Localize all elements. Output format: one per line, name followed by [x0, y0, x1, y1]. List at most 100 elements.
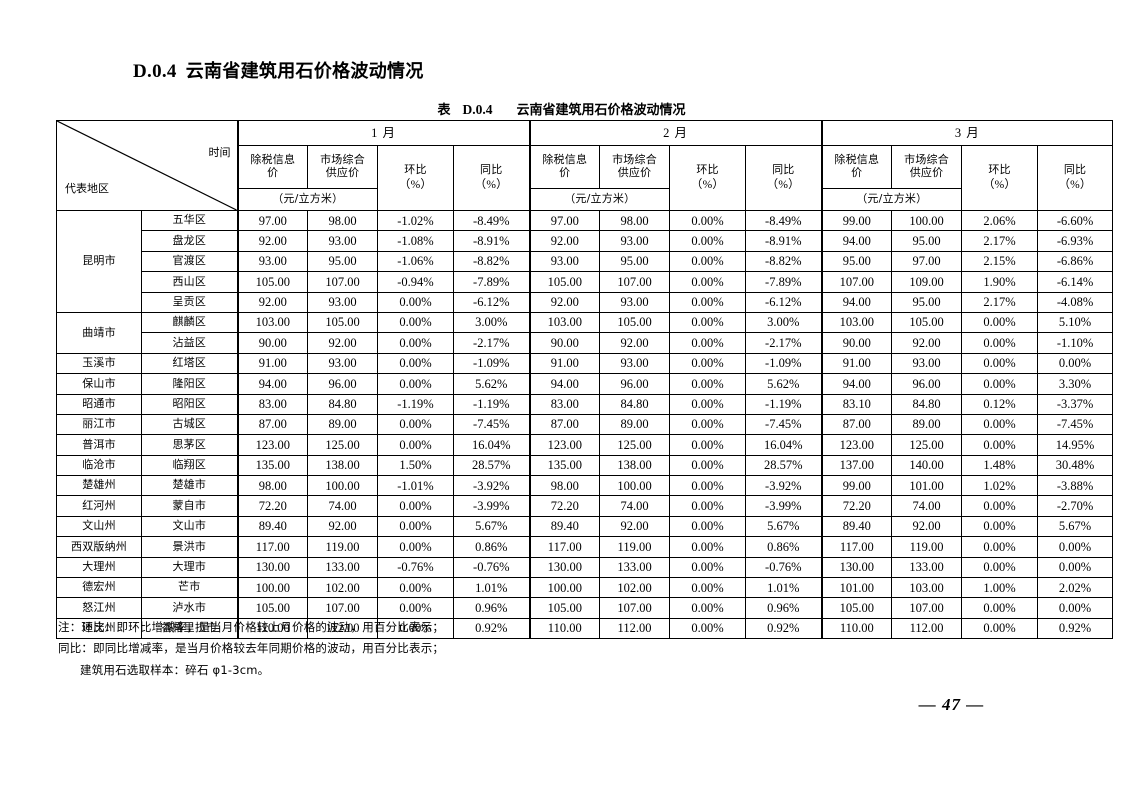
cell-m3-mom: 1.00% — [961, 577, 1039, 599]
cell-m3-yoy: -2.70% — [1037, 495, 1114, 517]
cell-district: 呈贡区 — [141, 291, 238, 313]
cell-district: 隆阳区 — [141, 373, 238, 395]
cell-m1-tax-excl-price: 87.00 — [236, 413, 308, 436]
cell-m1-market-supply-price: 105.00 — [307, 311, 378, 334]
cell-m2-yoy: 0.96% — [745, 597, 823, 619]
cell-m2-mom: 0.00% — [669, 230, 747, 252]
cell-m3-yoy: 0.00% — [1037, 556, 1114, 579]
table-row: 文山州 文山市 89.40 92.00 0.00% 5.67% 89.40 92.00 0.00… — [56, 515, 1114, 538]
cell-m2-mom: 0.00% — [669, 617, 747, 640]
cell-m1-market-supply-price: 84.80 — [307, 393, 378, 415]
cell-m3-market-supply-price: 89.00 — [891, 413, 963, 436]
col-header-market-supply-price-m1: 市场综合 供应价 — [307, 145, 378, 189]
cell-m3-market-supply-price: 140.00 — [891, 454, 963, 477]
cell-m1-market-supply-price: 92.00 — [307, 332, 378, 354]
cell-m1-tax-excl-price: 123.00 — [236, 434, 308, 456]
col-header-tax-excl-price-m2: 除税信息价 — [528, 145, 601, 189]
cell-m3-mom: 0.12% — [961, 393, 1039, 415]
cell-m1-tax-excl-price: 90.00 — [236, 332, 308, 354]
cell-m3-yoy: 0.00% — [1037, 597, 1114, 619]
section-title: 云南省建筑用石价格波动情况 — [185, 61, 424, 82]
cell-m2-market-supply-price: 93.00 — [599, 230, 671, 252]
cell-m1-yoy: -3.99% — [452, 495, 531, 517]
section-heading: D.0.4 云南省建筑用石价格波动情况 — [133, 57, 424, 83]
col-header-yoy-m2: 同比 （%） — [745, 145, 823, 211]
cell-m2-tax-excl-price: 92.00 — [528, 291, 601, 313]
cell-m3-market-supply-price: 133.00 — [891, 556, 963, 579]
cell-m1-yoy: -1.19% — [452, 393, 531, 415]
cell-m2-tax-excl-price: 83.00 — [528, 393, 601, 415]
table-row: 普洱市 思茅区 123.00 125.00 0.00% 16.04% 123.00 125.0… — [56, 434, 1114, 456]
cell-m3-tax-excl-price: 99.00 — [820, 209, 893, 232]
cell-district: 沾益区 — [141, 332, 238, 354]
cell-m3-mom: 2.17% — [961, 291, 1039, 313]
cell-m3-tax-excl-price: 94.00 — [820, 373, 893, 395]
cell-m3-yoy: 5.67% — [1037, 515, 1114, 538]
cell-m1-tax-excl-price: 94.00 — [236, 373, 308, 395]
cell-m3-mom: 0.00% — [961, 617, 1039, 640]
cell-m2-market-supply-price: 125.00 — [599, 434, 671, 456]
cell-m2-market-supply-price: 102.00 — [599, 577, 671, 599]
cell-m1-mom: 0.00% — [377, 515, 454, 538]
cell-district: 大理市 — [141, 556, 238, 579]
cell-district: 官渡区 — [141, 250, 238, 273]
cell-m2-yoy: -7.89% — [745, 271, 823, 293]
cell-m2-yoy: -0.76% — [745, 556, 823, 579]
cell-m3-tax-excl-price: 105.00 — [820, 597, 893, 619]
cell-m1-market-supply-price: 112.00 — [307, 617, 378, 640]
cell-m3-market-supply-price: 95.00 — [891, 291, 963, 313]
cell-region: 曲靖市 — [56, 311, 142, 354]
cell-m2-tax-excl-price: 90.00 — [528, 332, 601, 354]
cell-m1-market-supply-price: 125.00 — [307, 434, 378, 456]
cell-m2-yoy: 3.00% — [745, 311, 823, 334]
cell-m2-yoy: 16.04% — [745, 434, 823, 456]
cell-m1-tax-excl-price: 103.00 — [236, 311, 308, 334]
cell-m1-market-supply-price: 107.00 — [307, 597, 378, 619]
cell-district: 临翔区 — [141, 454, 238, 477]
cell-m2-yoy: -8.91% — [745, 230, 823, 252]
cell-m1-yoy: 3.00% — [452, 311, 531, 334]
cell-m2-yoy: -6.12% — [745, 291, 823, 313]
cell-m2-mom: 0.00% — [669, 515, 747, 538]
cell-m1-mom: -0.76% — [377, 556, 454, 579]
cell-m1-market-supply-price: 133.00 — [307, 556, 378, 579]
cell-m2-tax-excl-price: 98.00 — [528, 475, 601, 497]
cell-m2-mom: 0.00% — [669, 413, 747, 436]
cell-region: 红河州 — [56, 495, 142, 517]
cell-m3-mom: 0.00% — [961, 556, 1039, 579]
month-group-header-3: 3 月 — [820, 120, 1114, 146]
cell-m2-tax-excl-price: 93.00 — [528, 250, 601, 273]
cell-m2-mom: 0.00% — [669, 454, 747, 477]
table-body: 昆明市 五华区 97.00 98.00 -1.02% -8.49% 97.00 98.00 0.… — [56, 209, 1114, 640]
cell-m3-tax-excl-price: 101.00 — [820, 577, 893, 599]
cell-m3-tax-excl-price: 117.00 — [820, 536, 893, 558]
cell-m1-market-supply-price: 102.00 — [307, 577, 378, 599]
cell-m3-market-supply-price: 92.00 — [891, 332, 963, 354]
cell-district: 景洪市 — [141, 536, 238, 558]
table-row: 红河州 蒙自市 72.20 74.00 0.00% -3.99% 72.20 74.00 0.0… — [56, 495, 1114, 517]
cell-m1-mom: -1.19% — [377, 393, 454, 415]
cell-m3-yoy: -4.08% — [1037, 291, 1114, 313]
cell-m3-tax-excl-price: 89.40 — [820, 515, 893, 538]
cell-m2-market-supply-price: 133.00 — [599, 556, 671, 579]
cell-m2-market-supply-price: 96.00 — [599, 373, 671, 395]
cell-m2-yoy: -2.17% — [745, 332, 823, 354]
cell-district: 楚雄市 — [141, 475, 238, 497]
cell-m2-tax-excl-price: 100.00 — [528, 577, 601, 599]
cell-district: 香格里拉市 — [141, 617, 238, 640]
cell-district: 蒙自市 — [141, 495, 238, 517]
cell-m3-market-supply-price: 109.00 — [891, 271, 963, 293]
cell-m2-yoy: -7.45% — [745, 413, 823, 436]
cell-m3-market-supply-price: 93.00 — [891, 352, 963, 375]
cell-m3-tax-excl-price: 107.00 — [820, 271, 893, 293]
cell-m1-tax-excl-price: 91.00 — [236, 352, 308, 375]
cell-m1-mom: 0.00% — [377, 332, 454, 354]
diagonal-line-icon — [57, 121, 237, 210]
cell-m1-market-supply-price: 100.00 — [307, 475, 378, 497]
cell-m3-tax-excl-price: 72.20 — [820, 495, 893, 517]
cell-m2-yoy: 1.01% — [745, 577, 823, 599]
cell-m1-mom: 0.00% — [377, 352, 454, 375]
cell-m3-market-supply-price: 119.00 — [891, 536, 963, 558]
cell-m1-yoy: -0.76% — [452, 556, 531, 579]
cell-region: 丽江市 — [56, 413, 142, 436]
